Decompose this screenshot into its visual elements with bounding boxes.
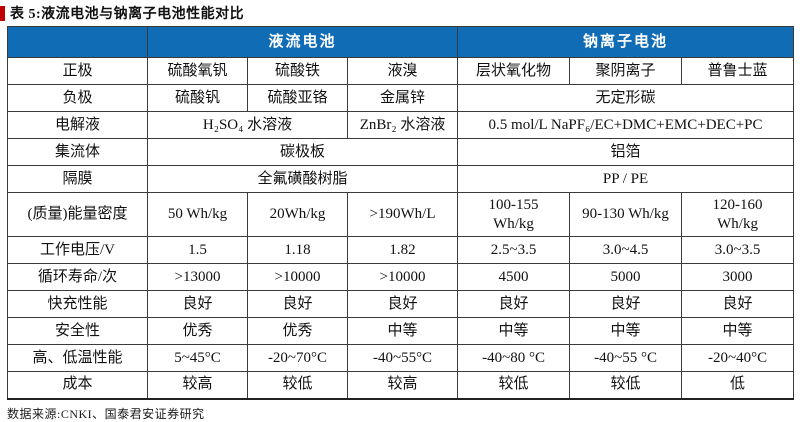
table-row-collector: 集流体 碳极板 铝箔: [7, 138, 795, 166]
table-row-fast-charge: 快充性能 良好 良好 良好 良好 良好 良好: [7, 290, 795, 318]
cell-voltage-flow-2: 1.18: [247, 236, 348, 264]
cell-safety-sodium-3: 中等: [681, 317, 795, 345]
cell-energy-sodium-2: 90-130 Wh/kg: [569, 192, 683, 237]
cell-cycle-flow-3: >10000: [346, 263, 459, 291]
cell-energy-flow-2: 20Wh/kg: [247, 192, 348, 237]
cell-cost-flow-2: 较低: [247, 371, 348, 400]
table-row-cycle-life: 循环寿命/次 >13000 >10000 >10000 4500 5000 30…: [7, 263, 795, 291]
cell-voltage-flow-3: 1.82: [346, 236, 459, 264]
cell-cathode-sodium-1: 层状氧化物: [457, 57, 571, 85]
row-label-temperature: 高、低温性能: [7, 344, 148, 372]
cell-separator-flow: 全氟磺酸树脂: [146, 165, 459, 193]
cell-anode-flow-2: 硫酸亚铬: [247, 84, 348, 112]
table-row-cost: 成本 较高 较低 较高 较低 较低 低: [7, 371, 795, 400]
cell-cycle-flow-2: >10000: [247, 263, 348, 291]
cell-collector-flow: 碳极板: [146, 138, 459, 166]
row-label-energy-density: (质量)能量密度: [7, 192, 148, 237]
row-label-cost: 成本: [7, 371, 148, 400]
cell-cathode-sodium-2: 聚阴离子: [569, 57, 683, 85]
table-row-separator: 隔膜 全氟磺酸树脂 PP / PE: [7, 165, 795, 193]
cell-energy-sodium-3: 120-160 Wh/kg: [681, 192, 795, 237]
cell-fastcharge-sodium-2: 良好: [569, 290, 683, 318]
table-header-row: 液流电池 钠离子电池: [7, 26, 795, 58]
cell-electrolyte-sodium: 0.5 mol/L NaPF₆/EC+DMC+EMC+DEC+PC: [457, 111, 795, 139]
table-row-energy-density: (质量)能量密度 50 Wh/kg 20Wh/kg >190Wh/L 100-1…: [7, 192, 795, 237]
cell-energy-flow-3: >190Wh/L: [346, 192, 459, 237]
cell-voltage-sodium-1: 2.5~3.5: [457, 236, 571, 264]
comparison-table: 液流电池 钠离子电池 正极 硫酸氧钒 硫酸铁 液溴 层状氧化物 聚阴离子 普鲁士…: [7, 26, 795, 400]
row-label-electrolyte: 电解液: [7, 111, 148, 139]
cell-cathode-sodium-3: 普鲁士蓝: [681, 57, 795, 85]
row-label-voltage: 工作电压/V: [7, 236, 148, 264]
table-title: 表 5:液流电池与钠离子电池性能对比: [10, 7, 245, 22]
cell-temperature-flow-1: 5~45°C: [147, 344, 248, 372]
row-label-fast-charge: 快充性能: [7, 290, 148, 318]
title-accent-bar: [0, 5, 5, 21]
cell-safety-flow-3: 中等: [346, 317, 459, 345]
cell-temperature-sodium-1: -40~80 °C: [457, 344, 571, 372]
cell-fastcharge-sodium-1: 良好: [457, 290, 571, 318]
table-row-voltage: 工作电压/V 1.5 1.18 1.82 2.5~3.5 3.0~4.5 3.0…: [7, 236, 795, 264]
cell-fastcharge-flow-3: 良好: [346, 290, 459, 318]
row-label-anode: 负极: [7, 84, 148, 112]
table-row-anode: 负极 硫酸钒 硫酸亚铬 金属锌 无定形碳: [7, 84, 795, 112]
row-label-safety: 安全性: [7, 317, 148, 345]
cell-cycle-sodium-3: 3000: [681, 263, 795, 291]
cell-cost-sodium-2: 较低: [569, 371, 683, 400]
cell-collector-sodium: 铝箔: [457, 138, 795, 166]
cell-safety-flow-2: 优秀: [247, 317, 348, 345]
table-row-temperature: 高、低温性能 5~45°C -20~70°C -40~55°C -40~80 °…: [7, 344, 795, 372]
table-row-cathode: 正极 硫酸氧钒 硫酸铁 液溴 层状氧化物 聚阴离子 普鲁士蓝: [7, 57, 795, 85]
cell-cathode-flow-1: 硫酸氧钒: [147, 57, 248, 85]
row-label-cathode: 正极: [7, 57, 148, 85]
cell-separator-sodium: PP / PE: [457, 165, 795, 193]
cell-anode-sodium: 无定形碳: [457, 84, 795, 112]
cell-energy-flow-1: 50 Wh/kg: [147, 192, 248, 237]
cell-cathode-flow-3: 液溴: [346, 57, 459, 85]
cell-electrolyte-flow-2: ZnBr₂ 水溶液: [346, 111, 459, 139]
row-label-separator: 隔膜: [7, 165, 148, 193]
cell-electrolyte-flow-1: H₂SO₄ 水溶液: [147, 111, 348, 139]
cell-cost-sodium-1: 较低: [457, 371, 571, 400]
row-label-collector: 集流体: [7, 138, 148, 166]
cell-energy-sodium-1: 100-155 Wh/kg: [457, 192, 571, 237]
header-corner-cell: [7, 26, 148, 58]
cell-temperature-sodium-3: -20~40°C: [681, 344, 795, 372]
header-flow-battery: 液流电池: [146, 26, 459, 58]
cell-cycle-flow-1: >13000: [147, 263, 248, 291]
cell-temperature-flow-3: -40~55°C: [346, 344, 459, 372]
cell-safety-sodium-2: 中等: [569, 317, 683, 345]
cell-cycle-sodium-1: 4500: [457, 263, 571, 291]
cell-temperature-sodium-2: -40~55 °C: [569, 344, 683, 372]
data-source-note: 数据来源:CNKI、国泰君安证券研究: [7, 406, 205, 421]
cell-voltage-sodium-3: 3.0~3.5: [681, 236, 795, 264]
cell-fastcharge-flow-2: 良好: [247, 290, 348, 318]
cell-cathode-flow-2: 硫酸铁: [247, 57, 348, 85]
header-sodium-battery: 钠离子电池: [457, 26, 795, 58]
cell-safety-sodium-1: 中等: [457, 317, 571, 345]
cell-safety-flow-1: 优秀: [147, 317, 248, 345]
table-row-electrolyte: 电解液 H₂SO₄ 水溶液 ZnBr₂ 水溶液 0.5 mol/L NaPF₆/…: [7, 111, 795, 139]
cell-cost-flow-1: 较高: [147, 371, 248, 400]
cell-voltage-flow-1: 1.5: [147, 236, 248, 264]
cell-anode-flow-1: 硫酸钒: [147, 84, 248, 112]
cell-cost-sodium-3: 低: [681, 371, 795, 400]
cell-anode-flow-3: 金属锌: [346, 84, 459, 112]
cell-cycle-sodium-2: 5000: [569, 263, 683, 291]
cell-cost-flow-3: 较高: [346, 371, 459, 400]
cell-voltage-sodium-2: 3.0~4.5: [569, 236, 683, 264]
table-title-row: 表 5:液流电池与钠离子电池性能对比: [0, 2, 800, 24]
cell-fastcharge-flow-1: 良好: [147, 290, 248, 318]
cell-fastcharge-sodium-3: 良好: [681, 290, 795, 318]
row-label-cycle-life: 循环寿命/次: [7, 263, 148, 291]
table-row-safety: 安全性 优秀 优秀 中等 中等 中等 中等: [7, 317, 795, 345]
cell-temperature-flow-2: -20~70°C: [247, 344, 348, 372]
